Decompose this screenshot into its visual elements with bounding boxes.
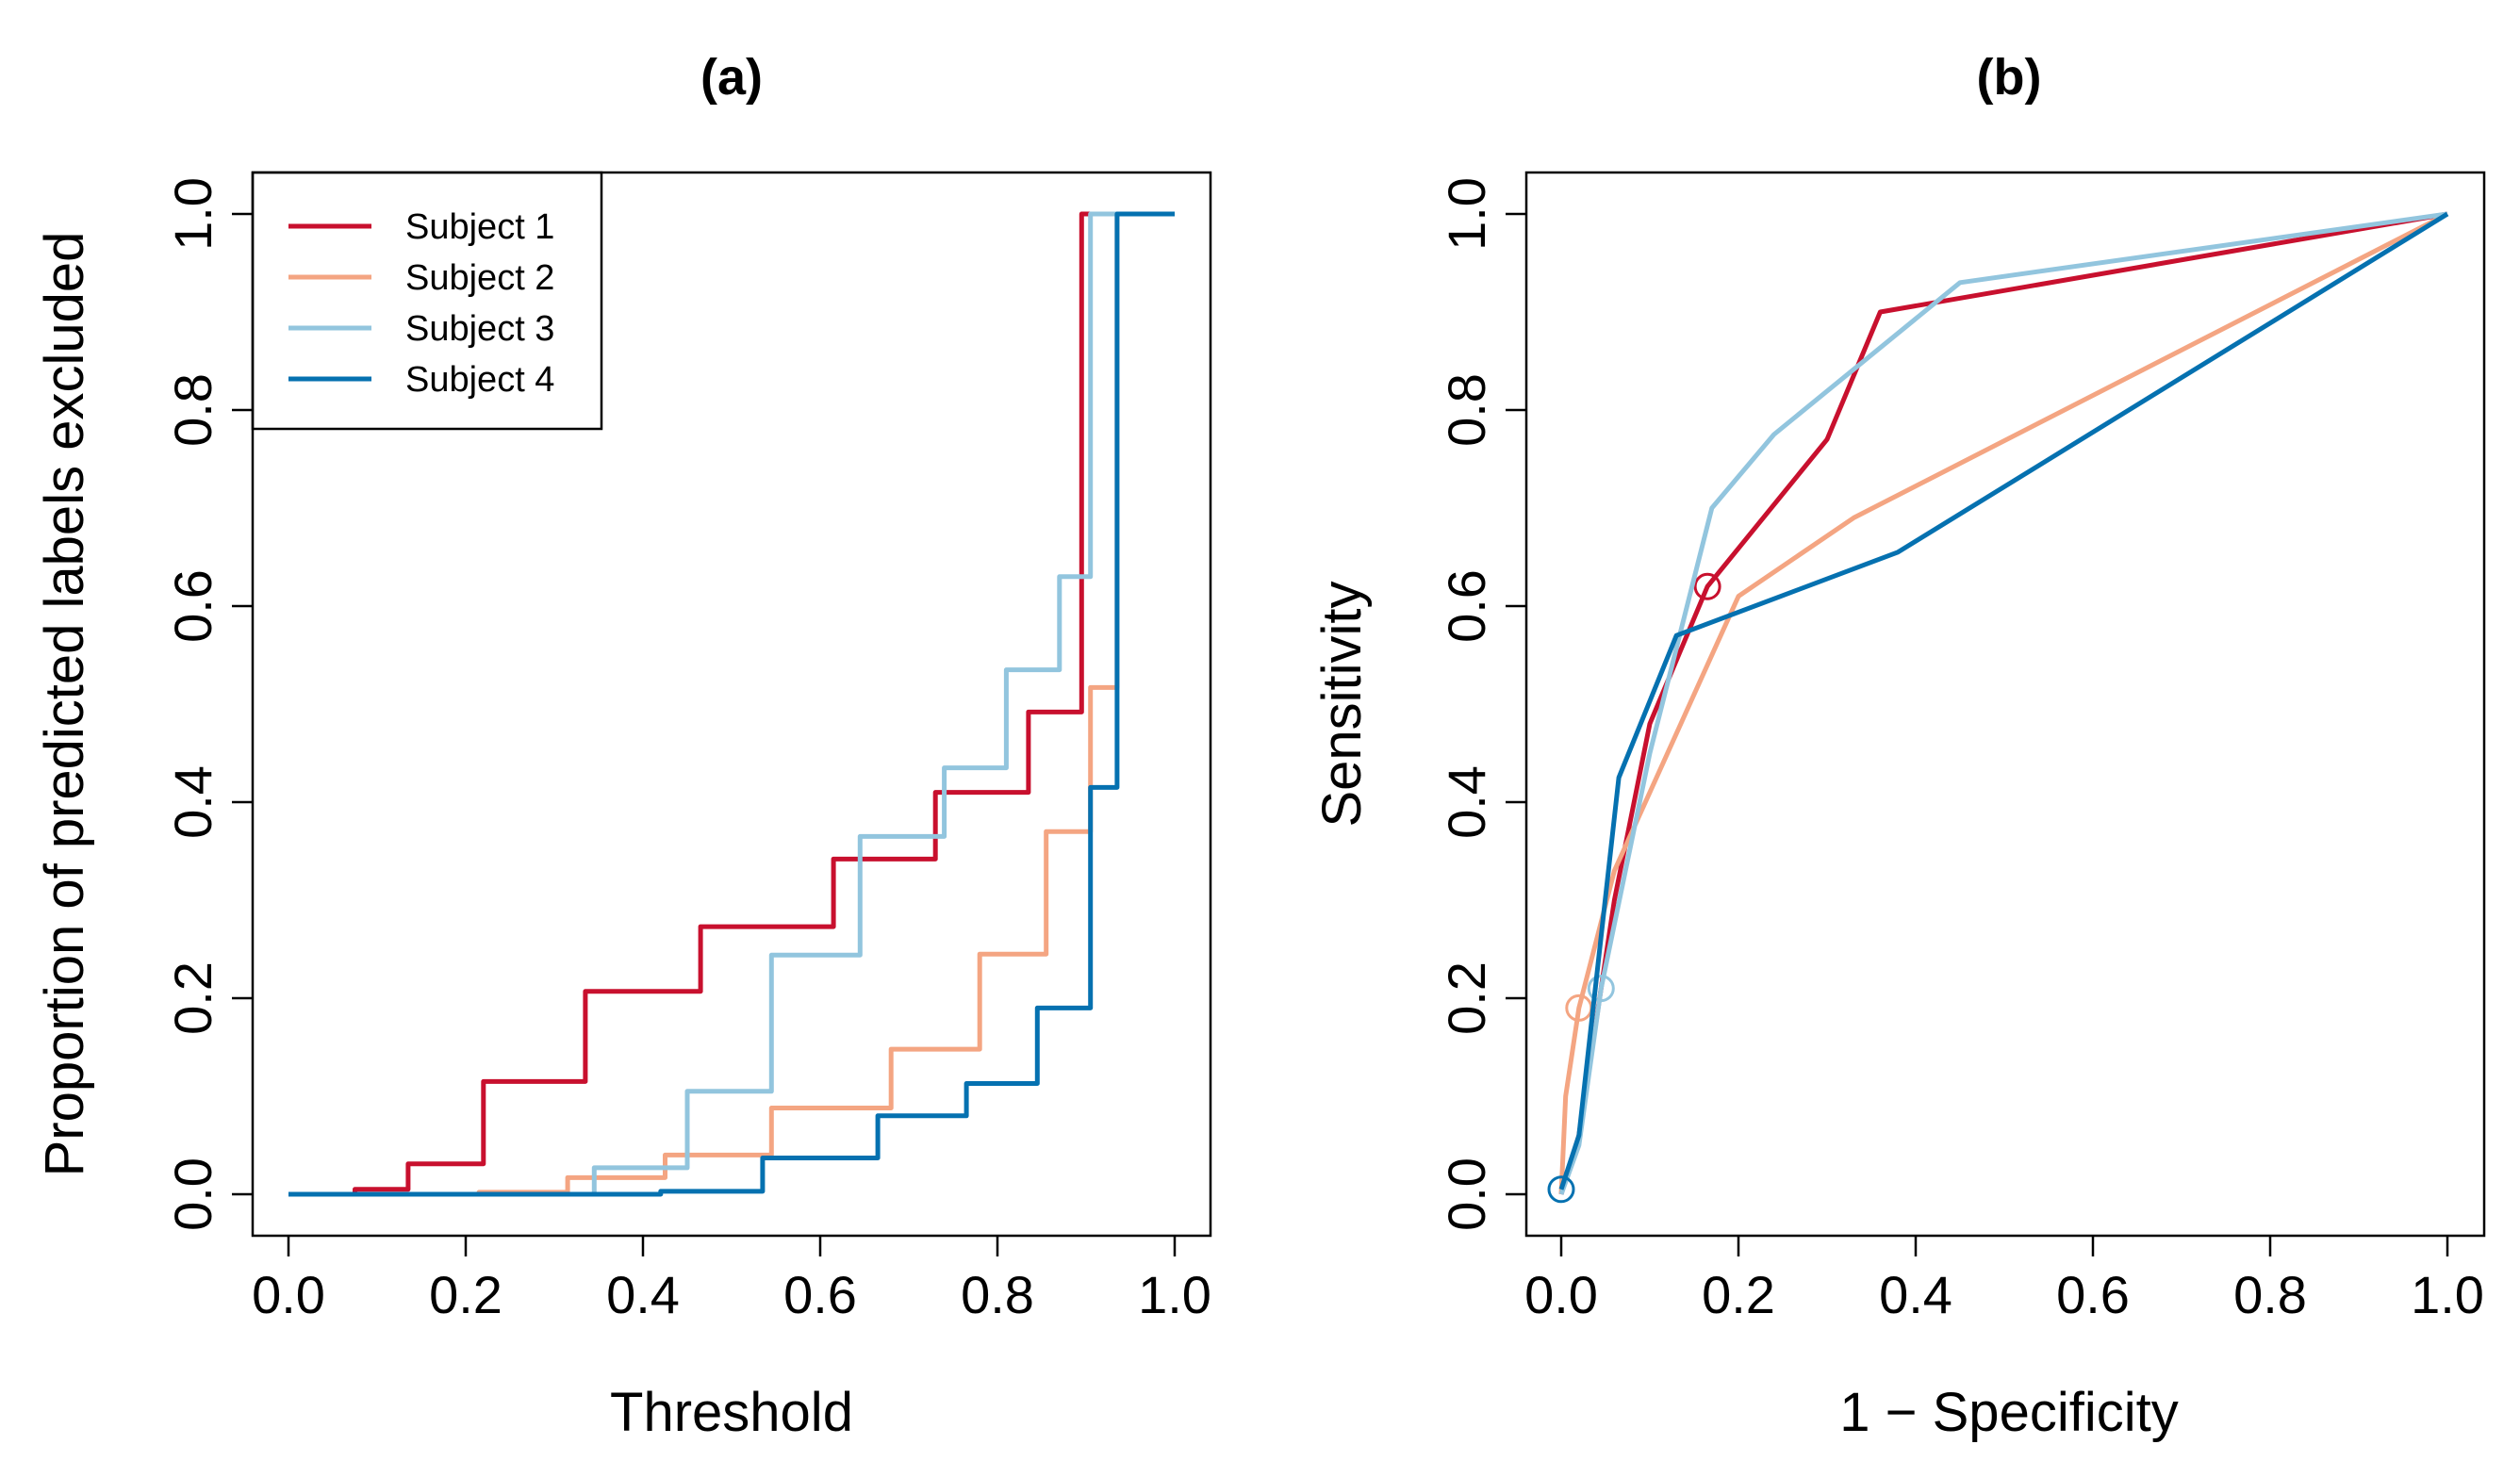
panel-b-y-axis: 0.0 0.2 0.4 0.6 0.8 1.0 [1437,177,1526,1231]
y-tick-label: 1.0 [1437,177,1496,251]
series-line-subject-4 [288,211,1175,1197]
panel-a-x-axis: 0.0 0.2 0.4 0.6 0.8 1.0 [252,1236,1211,1324]
x-tick-label: 0.4 [606,1265,680,1324]
panel-b-title: (b) [1977,49,2042,106]
y-tick-label: 0.2 [1437,961,1496,1035]
y-tick-label: 0.8 [163,373,222,447]
panel-b-x-axis: 0.0 0.2 0.4 0.6 0.8 1.0 [1524,1236,2484,1324]
x-tick-label: 1.0 [2411,1265,2484,1324]
series-line-subject-3 [1558,211,2448,1195]
legend-box [251,171,603,431]
x-tick-label: 0.0 [1524,1265,1598,1324]
y-tick-label: 0.6 [1437,569,1496,643]
x-tick-label: 1.0 [1138,1265,1211,1324]
panel-b: (b) 0.0 0.2 0.4 0.6 0.8 1.0 0.0 0.2 0.4 0.6 0.8 1.… [1311,49,2486,1443]
x-tick-label: 0.4 [1879,1265,1952,1324]
series-line-subject-3 [288,211,1175,1197]
y-tick-label: 0.6 [163,569,222,643]
x-tick-label: 0.0 [252,1265,325,1324]
panel-a-y-axis: 0.0 0.2 0.4 0.6 0.8 1.0 [163,177,253,1231]
panel-b-plot-frame [1524,171,2486,1238]
panel-a-legend: Subject 1 Subject 2 Subject 3 Subject 4 [251,171,603,431]
panel-a-title: (a) [700,49,763,106]
operating-point-marker-subject-3 [1587,975,1615,1003]
x-tick-label: 0.2 [1702,1265,1775,1324]
panel-b-series [1547,211,2449,1204]
legend-label-subject-4: Subject 4 [405,360,554,400]
series-line-subject-1 [1558,211,2448,1195]
x-tick-label: 0.8 [2233,1265,2307,1324]
y-tick-label: 0.4 [1437,765,1496,839]
panel-a-plot-frame [251,171,1212,1238]
panel-a-series [288,211,1175,1197]
y-tick-label: 1.0 [163,177,222,251]
panel-b-x-axis-label: 1 − Specificity [1839,1382,2178,1443]
panel-a-y-axis-label: Proportion of predicted labels excluded [34,232,95,1177]
operating-point-marker-subject-4 [1547,1175,1575,1204]
legend-label-subject-3: Subject 3 [405,309,554,349]
panel-a: (a) 0.0 0.2 0.4 0.6 0.8 1.0 0.0 0.2 0.4 0.6 0.8 1.… [34,49,1212,1443]
operating-point-marker-subject-1 [1693,572,1721,600]
panel-b-y-axis-label: Sensitivity [1311,581,1373,827]
y-tick-label: 0.4 [163,765,222,839]
x-tick-label: 0.6 [2056,1265,2130,1324]
y-tick-label: 0.0 [163,1157,222,1231]
x-tick-label: 0.2 [429,1265,502,1324]
legend-label-subject-1: Subject 1 [405,207,554,247]
series-line-subject-1 [288,211,1175,1197]
y-tick-label: 0.8 [1437,373,1496,447]
panel-a-x-axis-label: Threshold [610,1382,853,1443]
series-line-subject-2 [1558,211,2449,1195]
x-tick-label: 0.8 [961,1265,1034,1324]
y-tick-label: 0.2 [163,961,222,1035]
legend-label-subject-2: Subject 2 [405,258,554,298]
series-line-subject-2 [288,211,1175,1197]
series-line-subject-4 [1558,211,2449,1190]
x-tick-label: 0.6 [783,1265,857,1324]
y-tick-label: 0.0 [1437,1157,1496,1231]
